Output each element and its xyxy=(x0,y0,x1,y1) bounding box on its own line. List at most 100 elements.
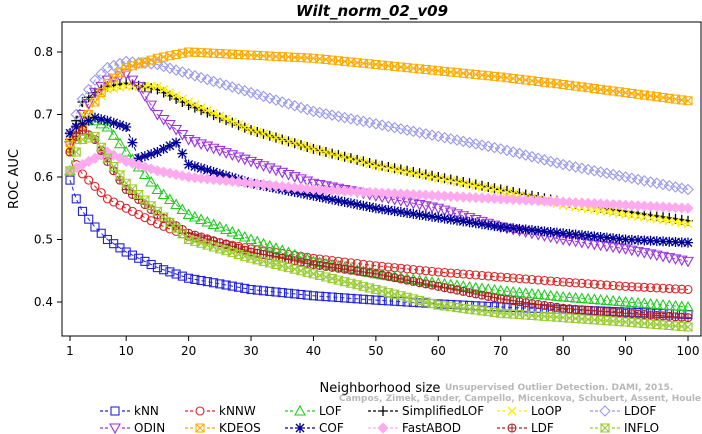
data-point xyxy=(188,210,201,222)
data-point xyxy=(184,97,194,107)
data-point xyxy=(339,197,350,207)
data-point xyxy=(588,293,601,305)
data-point xyxy=(395,123,407,135)
data-point xyxy=(519,287,532,298)
data-point xyxy=(221,280,231,290)
data-point xyxy=(471,270,481,280)
x-tick-label: 10 xyxy=(119,344,134,358)
legend-item-cof: COF xyxy=(285,421,344,434)
data-point xyxy=(114,119,125,130)
data-point xyxy=(538,288,551,300)
data-point xyxy=(483,271,493,281)
data-point xyxy=(682,202,694,214)
data-point xyxy=(133,153,144,164)
data-point xyxy=(544,155,557,168)
data-point xyxy=(345,198,356,209)
data-point xyxy=(589,231,600,242)
legend-marker xyxy=(507,423,517,433)
data-point xyxy=(407,125,420,138)
data-point xyxy=(633,282,643,292)
data-point xyxy=(588,164,601,177)
data-point xyxy=(544,289,557,301)
data-point xyxy=(134,253,144,263)
data-point xyxy=(569,161,582,173)
data-point xyxy=(245,86,257,99)
data-point xyxy=(452,215,463,226)
data-point xyxy=(620,234,631,245)
chart-title: Wilt_norm_02_v09 xyxy=(296,2,448,20)
data-point xyxy=(546,276,556,286)
data-point xyxy=(614,281,624,291)
data-point xyxy=(496,272,506,282)
data-point xyxy=(77,206,88,216)
data-point xyxy=(595,232,606,242)
data-point xyxy=(152,219,162,229)
data-point xyxy=(414,209,425,220)
data-point xyxy=(657,178,669,191)
data-point xyxy=(445,214,456,225)
data-point xyxy=(682,300,694,312)
data-point xyxy=(513,147,526,160)
data-point xyxy=(326,109,338,121)
data-point xyxy=(240,122,250,132)
data-point xyxy=(358,200,369,211)
data-point xyxy=(183,159,194,170)
x-tick-label: 30 xyxy=(243,344,258,358)
data-point xyxy=(338,111,351,124)
series-line xyxy=(69,179,689,315)
data-point xyxy=(220,223,232,235)
y-axis-label: ROC AUC xyxy=(7,149,22,209)
data-point xyxy=(682,322,694,332)
data-point xyxy=(159,265,169,275)
series-ldof xyxy=(64,55,694,196)
data-point xyxy=(495,222,506,232)
data-point xyxy=(663,179,676,192)
data-point xyxy=(77,169,88,179)
data-point xyxy=(458,269,468,279)
data-point xyxy=(639,235,650,246)
data-point xyxy=(501,144,513,157)
data-point xyxy=(70,147,82,157)
y-tick-label: 0.7 xyxy=(34,108,53,122)
data-point xyxy=(457,135,470,148)
data-point xyxy=(245,233,257,245)
data-point xyxy=(464,217,475,228)
data-point xyxy=(263,239,276,251)
data-point xyxy=(483,220,494,231)
data-point xyxy=(488,141,501,154)
data-point xyxy=(370,118,382,130)
data-point xyxy=(321,292,331,302)
data-point xyxy=(238,230,251,242)
data-point xyxy=(258,286,269,296)
data-point xyxy=(464,269,475,280)
data-point xyxy=(657,298,669,310)
data-point xyxy=(190,100,200,110)
series-line xyxy=(69,60,689,190)
data-point xyxy=(315,291,325,301)
data-point xyxy=(184,273,194,283)
data-point xyxy=(433,267,443,277)
data-point xyxy=(208,167,219,177)
legend-label: SimplifiedLOF xyxy=(402,404,484,418)
x-tick-label: 80 xyxy=(556,344,571,358)
data-point xyxy=(164,140,175,151)
data-point xyxy=(82,83,95,96)
legend-marker xyxy=(294,404,306,416)
data-point xyxy=(533,275,543,285)
data-point xyxy=(246,125,256,135)
data-point xyxy=(234,120,244,129)
data-point xyxy=(227,117,237,127)
data-point xyxy=(576,230,587,241)
data-point xyxy=(371,295,381,305)
data-point xyxy=(127,61,137,71)
data-point xyxy=(682,256,694,268)
data-point xyxy=(146,55,156,65)
data-point xyxy=(277,135,287,144)
series-inflo xyxy=(64,131,694,332)
data-point xyxy=(270,242,282,253)
data-point xyxy=(389,206,400,217)
y-tick-label: 0.6 xyxy=(34,170,53,184)
data-point xyxy=(626,234,637,245)
data-point xyxy=(632,296,644,308)
